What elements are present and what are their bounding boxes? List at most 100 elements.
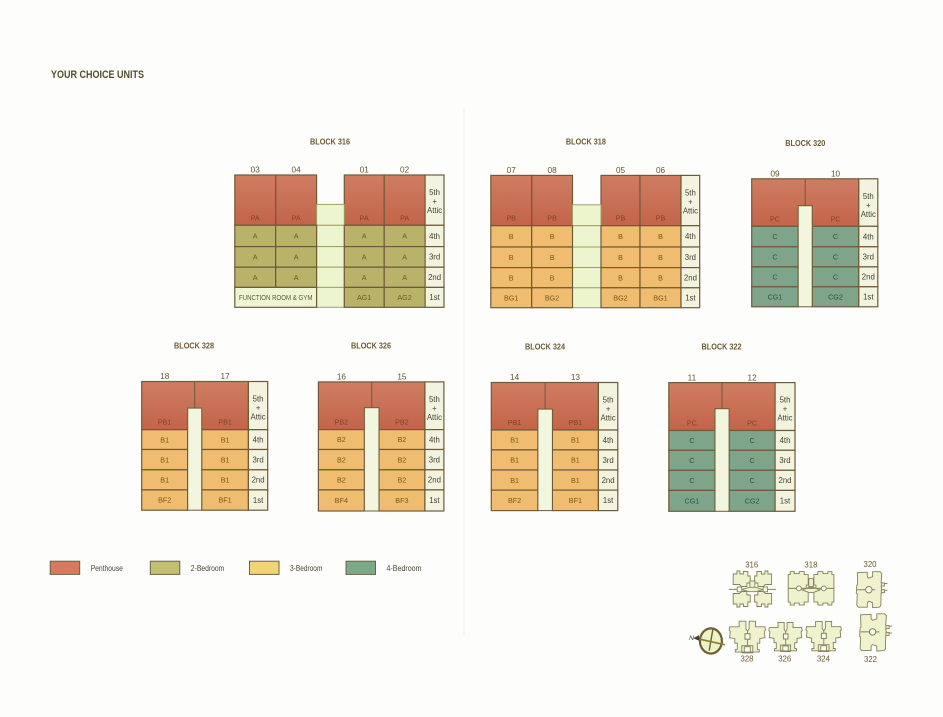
svg-text:+: +: [783, 405, 788, 414]
svg-text:C: C: [833, 273, 838, 282]
svg-text:4th: 4th: [429, 232, 440, 241]
svg-text:2-Bedroom: 2-Bedroom: [191, 563, 225, 573]
svg-text:1st: 1st: [780, 497, 791, 506]
svg-text:B: B: [658, 253, 663, 262]
svg-text:+: +: [256, 404, 261, 413]
svg-text:14: 14: [510, 373, 520, 382]
svg-text:2nd: 2nd: [862, 273, 875, 282]
svg-text:3rd: 3rd: [429, 455, 440, 464]
svg-text:13: 13: [571, 373, 581, 382]
svg-text:326: 326: [778, 654, 791, 663]
svg-text:BLOCK 328: BLOCK 328: [174, 341, 214, 350]
svg-text:4th: 4th: [780, 436, 791, 445]
svg-text:BG2: BG2: [545, 293, 559, 302]
svg-text:B2: B2: [337, 476, 346, 485]
svg-text:1st: 1st: [429, 293, 440, 302]
svg-text:B: B: [509, 253, 514, 262]
svg-text:2nd: 2nd: [428, 273, 441, 282]
svg-text:B1: B1: [160, 476, 169, 485]
svg-text:5th: 5th: [863, 192, 874, 201]
svg-text:PC: PC: [747, 419, 757, 428]
svg-text:CG2: CG2: [745, 497, 760, 506]
svg-text:B: B: [618, 273, 623, 282]
svg-text:B: B: [658, 232, 663, 241]
svg-text:+: +: [688, 197, 693, 206]
svg-text:C: C: [689, 436, 694, 445]
svg-text:A: A: [294, 273, 299, 282]
svg-text:3rd: 3rd: [252, 455, 263, 464]
svg-text:Attic: Attic: [427, 206, 442, 215]
svg-text:B1: B1: [571, 476, 580, 485]
svg-text:A: A: [362, 232, 367, 241]
svg-text:318: 318: [804, 560, 817, 569]
svg-text:C: C: [833, 232, 838, 241]
svg-text:1st: 1st: [863, 293, 874, 302]
svg-text:12: 12: [748, 373, 758, 382]
svg-text:PC: PC: [770, 214, 780, 223]
svg-text:PC: PC: [831, 214, 841, 223]
svg-text:3rd: 3rd: [685, 253, 696, 262]
svg-text:B1: B1: [571, 456, 580, 465]
svg-text:B1: B1: [221, 455, 230, 464]
svg-text:AG1: AG1: [357, 293, 371, 302]
svg-text:BF1: BF1: [569, 496, 582, 505]
svg-text:B1: B1: [160, 435, 169, 444]
svg-text:PB1: PB1: [218, 418, 232, 427]
svg-text:5th: 5th: [429, 188, 440, 197]
svg-text:A: A: [402, 273, 407, 282]
svg-text:PC: PC: [687, 419, 697, 428]
svg-text:B1: B1: [571, 436, 580, 445]
svg-text:Attic: Attic: [251, 413, 266, 422]
svg-text:3rd: 3rd: [602, 456, 613, 465]
svg-text:B: B: [509, 273, 514, 282]
svg-text:Penthouse: Penthouse: [91, 563, 124, 573]
svg-text:C: C: [749, 456, 754, 465]
svg-text:322: 322: [864, 655, 877, 664]
svg-text:18: 18: [160, 372, 170, 381]
svg-text:4th: 4th: [253, 435, 264, 444]
svg-text:C: C: [749, 436, 754, 445]
svg-text:Attic: Attic: [601, 414, 616, 423]
svg-text:5th: 5th: [685, 188, 696, 197]
svg-text:CG1: CG1: [685, 497, 700, 506]
svg-text:A: A: [294, 253, 299, 262]
svg-text:5th: 5th: [780, 396, 791, 405]
svg-text:02: 02: [400, 166, 410, 175]
svg-text:B2: B2: [398, 455, 407, 464]
svg-text:4th: 4th: [603, 436, 614, 445]
svg-text:B: B: [618, 232, 623, 241]
svg-text:PB: PB: [506, 214, 516, 223]
svg-text:PB1: PB1: [569, 418, 583, 427]
svg-text:AG2: AG2: [397, 293, 411, 302]
svg-text:B: B: [618, 253, 623, 262]
svg-text:C: C: [772, 232, 777, 241]
svg-text:PB1: PB1: [508, 418, 522, 427]
svg-text:07: 07: [507, 166, 517, 175]
svg-text:2nd: 2nd: [602, 476, 615, 485]
svg-text:BG1: BG1: [653, 293, 667, 302]
svg-text:3rd: 3rd: [863, 253, 874, 262]
svg-text:A: A: [294, 232, 299, 241]
svg-text:B1: B1: [221, 435, 230, 444]
svg-text:1st: 1st: [429, 496, 440, 505]
svg-text:BLOCK 320: BLOCK 320: [785, 139, 825, 148]
svg-text:05: 05: [616, 166, 626, 175]
svg-text:Attic: Attic: [683, 206, 698, 215]
svg-text:PA: PA: [400, 213, 409, 222]
svg-text:324: 324: [817, 654, 831, 663]
svg-text:PA: PA: [292, 213, 301, 222]
svg-text:320: 320: [863, 560, 877, 569]
svg-text:17: 17: [221, 372, 231, 381]
svg-text:B: B: [550, 232, 555, 241]
svg-text:BF4: BF4: [335, 496, 348, 505]
svg-text:PB2: PB2: [335, 418, 349, 427]
svg-text:B1: B1: [510, 436, 519, 445]
svg-text:3rd: 3rd: [429, 253, 440, 262]
svg-text:PB: PB: [547, 214, 557, 223]
svg-text:1st: 1st: [603, 496, 614, 505]
svg-text:2nd: 2nd: [428, 476, 441, 485]
svg-text:PB: PB: [656, 214, 666, 223]
svg-text:CG1: CG1: [768, 293, 783, 302]
svg-text:PA: PA: [251, 213, 260, 222]
svg-text:C: C: [772, 253, 777, 262]
